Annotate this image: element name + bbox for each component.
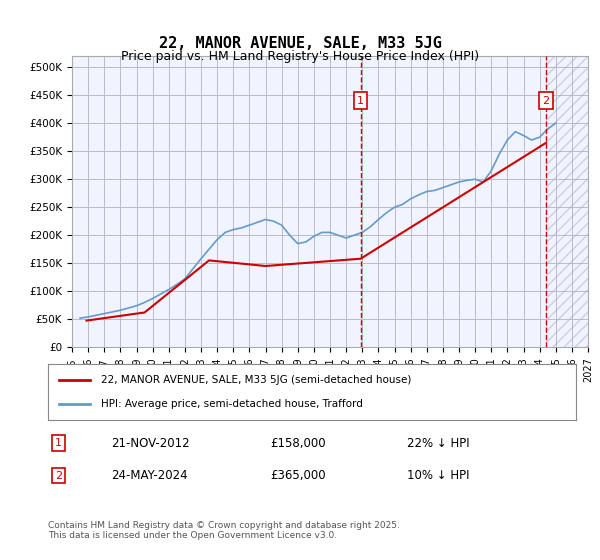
Text: 10% ↓ HPI: 10% ↓ HPI (407, 469, 470, 482)
Text: Contains HM Land Registry data © Crown copyright and database right 2025.
This d: Contains HM Land Registry data © Crown c… (48, 521, 400, 540)
Text: Price paid vs. HM Land Registry's House Price Index (HPI): Price paid vs. HM Land Registry's House … (121, 50, 479, 63)
Text: 21-NOV-2012: 21-NOV-2012 (112, 437, 190, 450)
Text: 1: 1 (55, 438, 62, 448)
Text: 22, MANOR AVENUE, SALE, M33 5JG: 22, MANOR AVENUE, SALE, M33 5JG (158, 36, 442, 52)
Text: 1: 1 (357, 96, 364, 106)
Text: £158,000: £158,000 (270, 437, 325, 450)
Text: 22% ↓ HPI: 22% ↓ HPI (407, 437, 470, 450)
Text: £365,000: £365,000 (270, 469, 325, 482)
Text: HPI: Average price, semi-detached house, Trafford: HPI: Average price, semi-detached house,… (101, 399, 362, 409)
Text: 24-MAY-2024: 24-MAY-2024 (112, 469, 188, 482)
Text: 2: 2 (542, 96, 550, 106)
Text: 2: 2 (55, 470, 62, 480)
Text: 22, MANOR AVENUE, SALE, M33 5JG (semi-detached house): 22, MANOR AVENUE, SALE, M33 5JG (semi-de… (101, 375, 411, 385)
